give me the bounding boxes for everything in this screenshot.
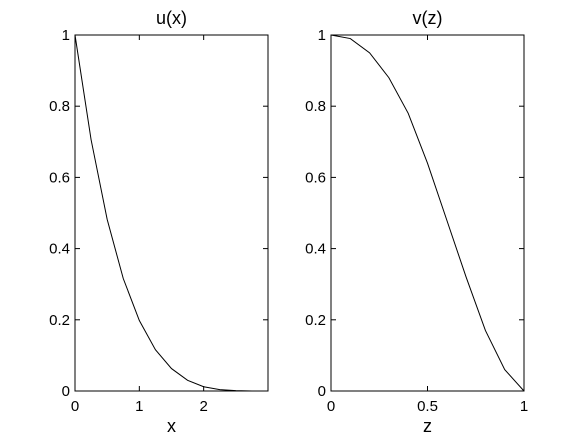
x-tick-label: 1 xyxy=(520,398,528,415)
y-tick-label: 1 xyxy=(318,27,326,44)
line xyxy=(74,34,268,392)
x-tick-label: 0.5 xyxy=(417,398,438,415)
x-axis-label: x xyxy=(167,416,176,436)
line xyxy=(330,34,525,392)
x-tick-label: 1 xyxy=(135,398,143,415)
y-tick-label: 0.2 xyxy=(305,312,326,329)
y-tick-label: 0.2 xyxy=(49,312,70,329)
chart-title: u(x) xyxy=(156,8,187,28)
y-tick-label: 0.8 xyxy=(305,98,326,115)
axes-box xyxy=(330,34,525,392)
chart-title: v(z) xyxy=(413,8,443,28)
y-tick-label: 0.8 xyxy=(49,98,70,115)
x-tick-label: 2 xyxy=(199,398,207,415)
y-tick-label: 0.4 xyxy=(49,241,70,258)
y-tick-label: 1 xyxy=(62,27,70,44)
x-tick-label: 0 xyxy=(71,398,79,415)
y-tick-label: 0 xyxy=(318,383,326,400)
y-tick-label: 0.4 xyxy=(305,241,326,258)
axes-box xyxy=(74,34,269,392)
y-tick-label: 0.6 xyxy=(305,169,326,186)
x-tick-label: 0 xyxy=(327,398,335,415)
x-axis-label: z xyxy=(423,416,432,436)
y-tick-label: 0 xyxy=(62,383,70,400)
y-tick-label: 0.6 xyxy=(49,169,70,186)
